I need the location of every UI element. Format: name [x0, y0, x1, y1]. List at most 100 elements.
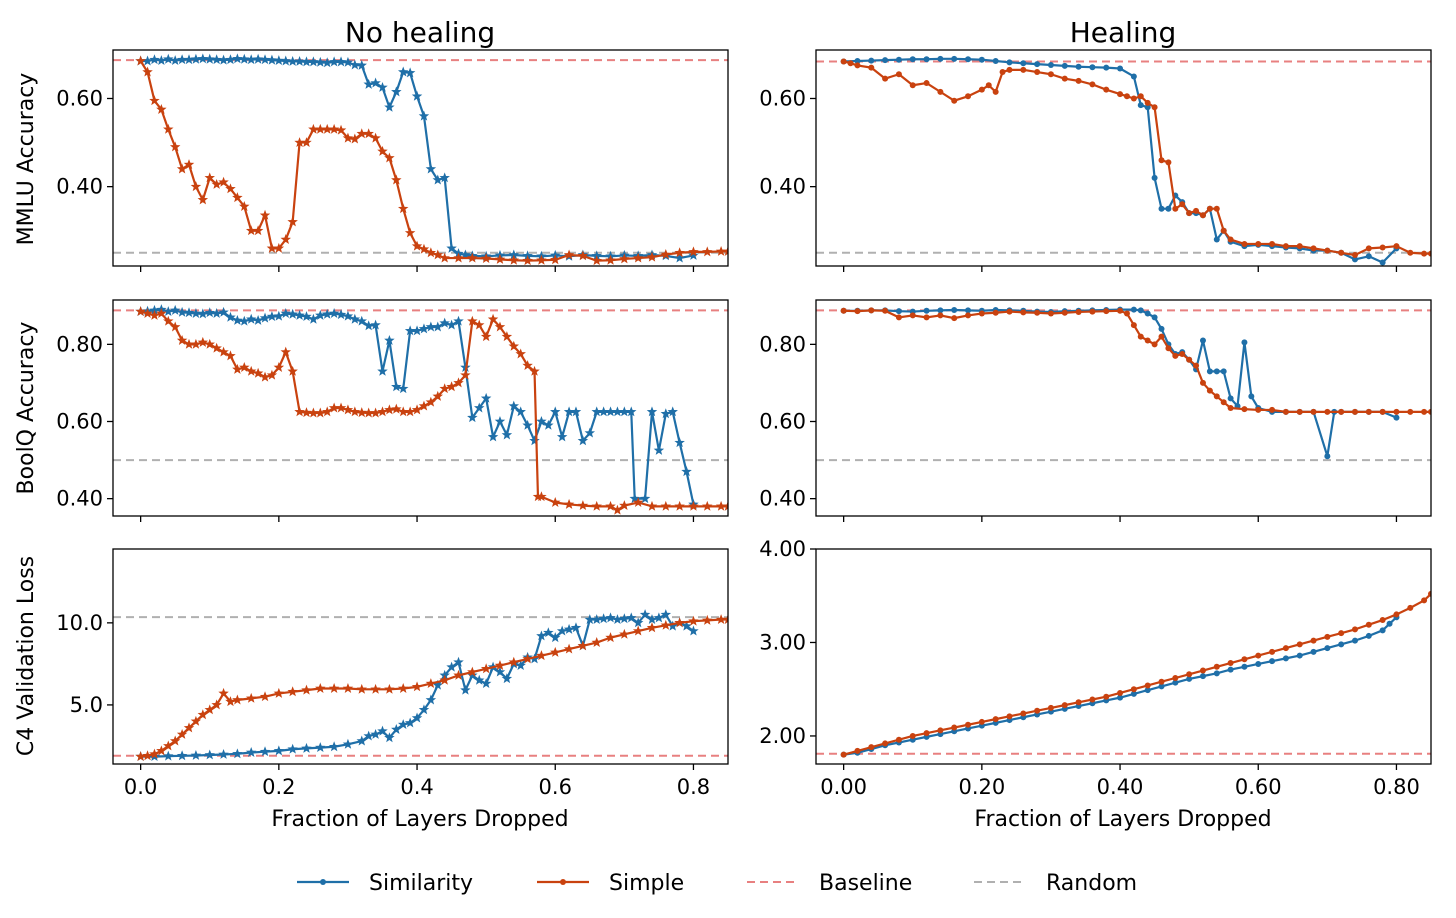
similarity-point: [225, 54, 236, 65]
similarity-point: [688, 249, 699, 260]
similarity-point: [439, 172, 450, 183]
similarity-point: [467, 412, 478, 423]
simple-point: [702, 246, 713, 257]
simple-point: [391, 403, 402, 414]
similarity-point: [480, 678, 492, 689]
simple-point: [1282, 408, 1289, 415]
simple-point: [328, 683, 340, 693]
similarity-point: [667, 406, 678, 417]
simple-point: [715, 245, 727, 256]
simple-point: [439, 252, 450, 263]
simple-point: [1365, 408, 1372, 415]
simple-point: [1351, 626, 1358, 633]
simple-point: [349, 406, 361, 417]
similarity-point: [280, 308, 291, 318]
similarity-point: [273, 745, 285, 756]
simple-point: [992, 716, 999, 723]
legend-item-similarity: Similarity: [297, 871, 473, 896]
simple-point: [1123, 93, 1130, 100]
similarity-point: [626, 612, 637, 623]
simple-point: [1296, 641, 1303, 648]
simple-point: [328, 123, 340, 134]
simple-point: [1186, 210, 1193, 217]
simple-point: [446, 381, 457, 392]
simple-point: [287, 216, 298, 227]
simple-point: [1144, 99, 1151, 106]
similarity-point: [854, 58, 861, 65]
panel-c4-no-healing: 5.0 10.0 0.0 0.2 0.4 0.6 0.8: [56, 548, 729, 799]
similarity-point: [328, 741, 340, 752]
simple-point: [1130, 322, 1137, 329]
simple-point: [1144, 337, 1151, 344]
simple-point: [176, 335, 188, 345]
simple-point: [211, 342, 222, 353]
similarity-point: [1144, 687, 1151, 694]
legend: Similarity Simple Baseline Random: [297, 871, 1137, 896]
panel-mmlu-healing: 0.40 0.60: [759, 49, 1432, 272]
similarity-point: [446, 242, 457, 253]
simple-point: [550, 254, 561, 265]
simple-point: [1179, 201, 1186, 208]
simple-point: [397, 683, 409, 693]
simple-point: [1165, 159, 1172, 166]
simple-point: [868, 307, 875, 314]
y-tick-label: 0.40: [759, 175, 806, 199]
similarity-point: [294, 309, 305, 320]
simple-point: [1061, 75, 1068, 82]
similarity-point: [432, 679, 444, 690]
simple-point: [1172, 675, 1179, 681]
similarity-point: [460, 249, 471, 260]
simple-point: [605, 500, 616, 511]
simple-point: [1421, 250, 1428, 257]
similarity-point: [245, 313, 257, 324]
similarity-point: [370, 319, 381, 330]
similarity-point: [626, 406, 637, 417]
simple-point: [632, 497, 644, 507]
similarity-point: [1006, 59, 1013, 66]
simple-point: [156, 745, 167, 756]
simple-point: [1379, 617, 1386, 624]
similarity-point: [895, 56, 902, 63]
similarity-point: [432, 174, 444, 185]
simple-point: [1421, 597, 1428, 604]
simple-point: [605, 632, 616, 643]
simple-point: [418, 400, 430, 411]
simple-point: [1006, 66, 1013, 73]
similarity-point: [232, 314, 243, 325]
simple-point: [218, 687, 229, 698]
similarity-point: [190, 749, 202, 760]
simple-point: [1206, 205, 1213, 212]
similarity-line: [843, 57, 1398, 264]
similarity-point: [287, 308, 298, 319]
simple-point: [1282, 645, 1289, 652]
similarity-point: [384, 101, 395, 112]
similarity-point: [1365, 632, 1372, 639]
legend-label: Similarity: [369, 871, 473, 896]
simple-point: [1186, 671, 1193, 678]
simple-point: [1061, 702, 1068, 709]
similarity-point: [425, 321, 437, 332]
similarity-point: [937, 55, 944, 62]
simple-point: [1199, 379, 1206, 386]
similarity-point: [1130, 690, 1137, 697]
simple-point: [619, 628, 630, 639]
similarity-point: [660, 408, 672, 419]
simple-point: [1137, 93, 1144, 100]
simple-point: [840, 751, 847, 758]
similarity-point: [646, 406, 658, 417]
simple-point: [315, 123, 326, 134]
similarity-point: [550, 632, 561, 643]
legend-label: Simple: [609, 871, 684, 896]
similarity-point: [480, 392, 492, 403]
similarity-point: [301, 311, 312, 322]
simple-point: [1338, 249, 1345, 256]
simple-point: [384, 152, 395, 163]
similarity-point: [1144, 310, 1151, 317]
axes-frame: [112, 49, 729, 267]
similarity-point: [1227, 666, 1234, 673]
similarity-point: [328, 56, 340, 67]
similarity-point: [467, 669, 478, 680]
simple-point: [190, 715, 202, 726]
simple-point: [190, 338, 202, 349]
similarity-point: [349, 59, 361, 70]
